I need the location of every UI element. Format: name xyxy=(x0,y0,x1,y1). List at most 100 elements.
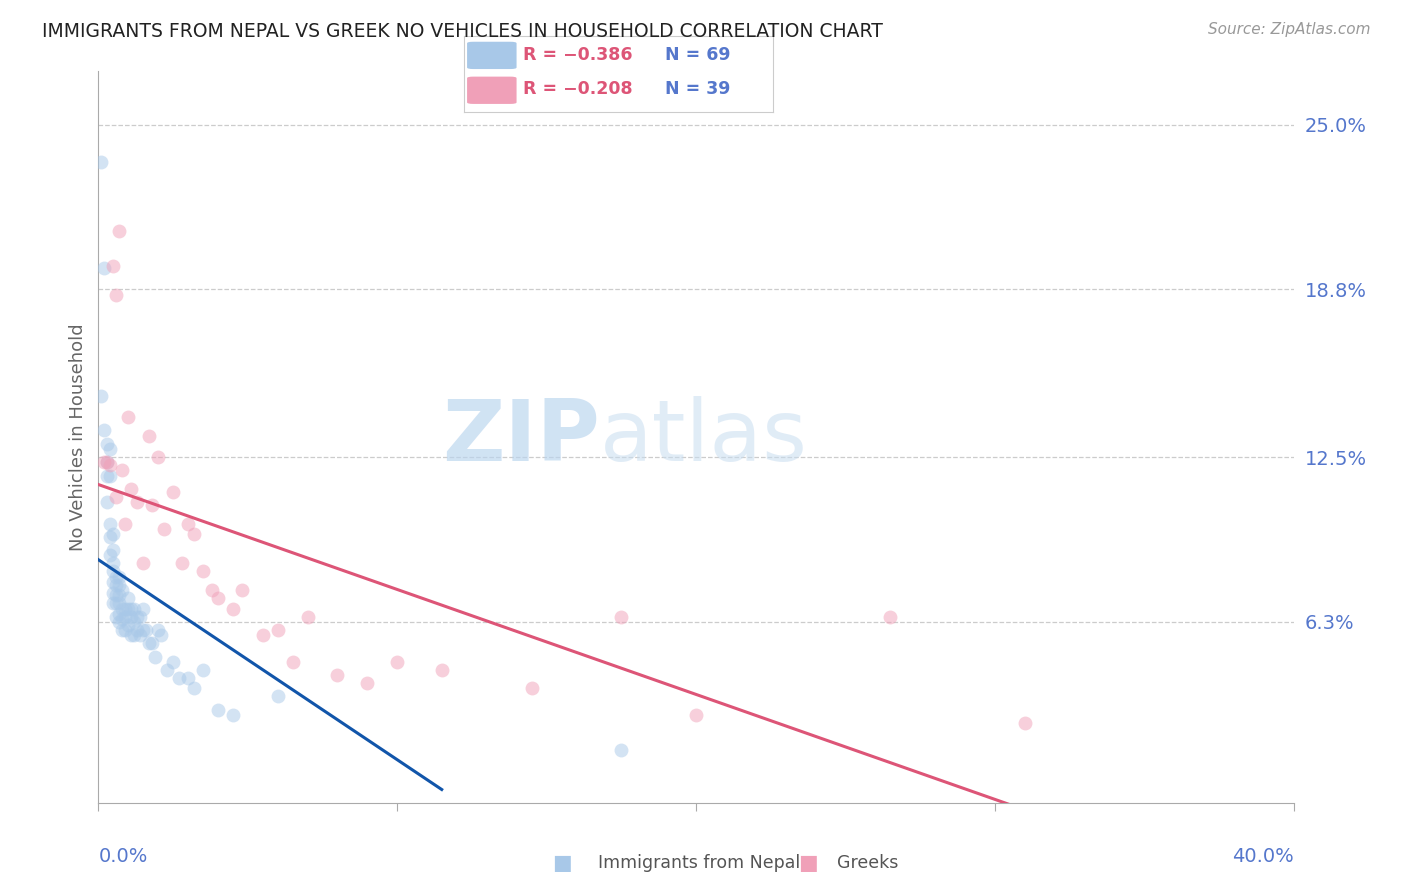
Point xyxy=(103,565,125,579)
Text: atlas: atlas xyxy=(600,395,808,479)
Point xyxy=(96,495,118,509)
Point xyxy=(98,442,122,456)
Point xyxy=(98,530,122,544)
Point xyxy=(610,742,633,756)
Point xyxy=(93,455,115,469)
Y-axis label: No Vehicles in Household: No Vehicles in Household xyxy=(69,323,87,551)
Point xyxy=(135,623,157,637)
Point xyxy=(120,609,142,624)
Point xyxy=(148,623,170,637)
Point xyxy=(124,628,146,642)
Point xyxy=(98,516,122,531)
Point xyxy=(129,628,152,642)
Point xyxy=(141,636,163,650)
Text: ZIP: ZIP xyxy=(443,395,600,479)
Point xyxy=(124,601,146,615)
Point xyxy=(111,582,134,597)
Point xyxy=(105,577,128,591)
Point xyxy=(103,259,125,273)
Point xyxy=(117,410,139,425)
Text: ■: ■ xyxy=(553,854,572,873)
Text: N = 69: N = 69 xyxy=(665,45,731,63)
Text: N = 39: N = 39 xyxy=(665,79,730,98)
Text: R = −0.208: R = −0.208 xyxy=(523,79,633,98)
Point xyxy=(105,490,128,504)
Point xyxy=(93,424,115,438)
Point xyxy=(127,609,149,624)
Point xyxy=(117,591,139,605)
Point xyxy=(96,468,118,483)
Point xyxy=(153,522,176,536)
Point xyxy=(114,609,136,624)
Point xyxy=(267,690,290,704)
Point xyxy=(610,609,633,624)
Point xyxy=(201,582,224,597)
Point xyxy=(105,596,128,610)
Point xyxy=(231,582,253,597)
FancyBboxPatch shape xyxy=(467,77,516,104)
Point xyxy=(222,708,245,723)
Point xyxy=(114,601,136,615)
Point xyxy=(98,468,122,483)
Point xyxy=(132,557,155,571)
Point xyxy=(114,623,136,637)
Point xyxy=(103,557,125,571)
Point xyxy=(111,612,134,626)
Point xyxy=(108,596,131,610)
Point xyxy=(252,628,274,642)
Point xyxy=(105,588,128,602)
Point xyxy=(167,671,190,685)
Point xyxy=(430,663,453,677)
Point xyxy=(138,429,160,443)
Point xyxy=(132,623,155,637)
Point xyxy=(1014,716,1036,731)
Text: IMMIGRANTS FROM NEPAL VS GREEK NO VEHICLES IN HOUSEHOLD CORRELATION CHART: IMMIGRANTS FROM NEPAL VS GREEK NO VEHICL… xyxy=(42,22,883,41)
Point xyxy=(108,570,131,584)
Point xyxy=(162,484,184,499)
Point xyxy=(108,607,131,621)
Point xyxy=(685,708,707,723)
Point xyxy=(117,617,139,632)
Point xyxy=(114,516,136,531)
Point xyxy=(127,495,149,509)
Point xyxy=(103,527,125,541)
Point xyxy=(98,549,122,563)
Point xyxy=(120,628,142,642)
Point xyxy=(96,436,118,450)
Point xyxy=(90,389,112,403)
Text: R = −0.386: R = −0.386 xyxy=(523,45,633,63)
Point xyxy=(111,623,134,637)
Text: 40.0%: 40.0% xyxy=(1232,847,1294,866)
Point xyxy=(297,609,319,624)
Point xyxy=(108,588,131,602)
Point xyxy=(281,655,304,669)
Point xyxy=(127,623,149,637)
Point xyxy=(356,676,378,690)
Point xyxy=(108,577,131,591)
Point xyxy=(103,585,125,599)
Point xyxy=(148,450,170,464)
Point xyxy=(124,615,146,629)
Text: 0.0%: 0.0% xyxy=(98,847,148,866)
Point xyxy=(177,671,200,685)
Point xyxy=(141,498,163,512)
Point xyxy=(267,623,290,637)
Point xyxy=(183,527,205,541)
Point xyxy=(132,601,155,615)
Point xyxy=(183,681,205,696)
Point xyxy=(162,655,184,669)
Point xyxy=(105,287,128,301)
Point xyxy=(96,455,118,469)
Point xyxy=(111,463,134,477)
Point xyxy=(138,636,160,650)
Point xyxy=(98,458,122,472)
Point xyxy=(90,154,112,169)
FancyBboxPatch shape xyxy=(467,42,516,69)
Point xyxy=(222,601,245,615)
Text: Immigrants from Nepal: Immigrants from Nepal xyxy=(598,855,800,872)
Point xyxy=(879,609,901,624)
Point xyxy=(385,655,409,669)
Point xyxy=(108,615,131,629)
Text: Greeks: Greeks xyxy=(837,855,898,872)
Point xyxy=(103,575,125,590)
